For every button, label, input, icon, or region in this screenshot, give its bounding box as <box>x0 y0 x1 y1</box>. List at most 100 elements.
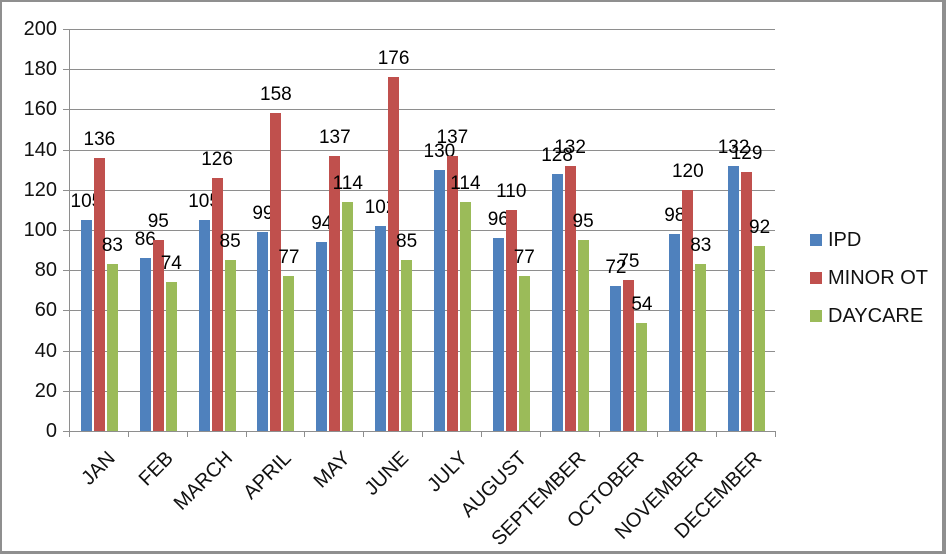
bar-daycare-june <box>401 260 413 431</box>
y-tick-200 <box>63 29 69 30</box>
y-tick-0 <box>63 431 69 432</box>
bar-daycare-march <box>224 260 236 431</box>
y-tick-140 <box>63 149 69 151</box>
y-tick-120 <box>63 189 69 191</box>
x-tick-9 <box>598 431 600 437</box>
bar-label-ipd-december: 132 <box>717 136 750 158</box>
x-axis-label-july: JULY <box>423 447 473 497</box>
y-axis-label-140: 140 <box>23 138 57 161</box>
bar-label-daycare-august: 77 <box>513 247 535 269</box>
bar-label-daycare-march: 85 <box>219 231 241 253</box>
x-axis-label-april: APRIL <box>239 447 296 504</box>
bar-minor-ot-march <box>211 177 223 431</box>
gridline-20 <box>69 390 775 392</box>
legend-item-ipd: IPD <box>810 229 928 251</box>
bar-daycare-jan <box>106 264 118 431</box>
bar-label-minor-ot-july: 137 <box>436 126 469 148</box>
bar-ipd-may <box>316 242 328 431</box>
bar-label-daycare-feb: 74 <box>160 253 182 275</box>
bar-label-minor-ot-november: 120 <box>671 160 704 182</box>
y-tick-180 <box>63 69 69 71</box>
y-axis-label-120: 120 <box>23 178 57 201</box>
y-axis-label-160: 160 <box>23 98 57 121</box>
x-axis-label-feb: FEB <box>134 447 179 491</box>
bar-minor-ot-july <box>446 155 458 431</box>
bar-ipd-september <box>551 173 563 431</box>
bar-daycare-feb <box>165 282 177 431</box>
bar-label-daycare-june: 85 <box>396 231 418 253</box>
x-axis-label-march: MARCH <box>169 447 237 515</box>
y-tick-20 <box>63 390 69 392</box>
legend-swatch-ipd <box>810 234 822 246</box>
gridline-200 <box>69 29 775 30</box>
bar-label-ipd-september: 128 <box>541 144 573 166</box>
y-axis-line <box>69 29 70 437</box>
bar-minor-ot-april <box>270 113 282 431</box>
bar-minor-ot-october <box>623 280 635 431</box>
bar-label-minor-ot-may: 137 <box>318 126 351 148</box>
bar-label-daycare-july: 114 <box>450 172 481 194</box>
bar-ipd-december <box>728 165 740 431</box>
x-tick-7 <box>480 431 482 437</box>
bar-label-minor-ot-october: 75 <box>618 251 640 273</box>
legend-label-daycare: DAYCARE <box>828 305 924 327</box>
bar-ipd-october <box>610 286 622 431</box>
y-axis-label-60: 60 <box>34 299 57 322</box>
x-axis-label-june: JUNE <box>360 447 414 500</box>
bar-label-minor-ot-august: 110 <box>496 180 527 202</box>
bar-label-minor-ot-april: 158 <box>260 84 292 106</box>
bar-label-minor-ot-june: 176 <box>377 48 410 70</box>
y-axis-label-20: 20 <box>34 379 57 402</box>
y-tick-100 <box>63 230 69 231</box>
x-tick-8 <box>539 431 541 437</box>
x-axis-label-may: MAY <box>309 447 355 493</box>
bar-minor-ot-may <box>329 155 341 431</box>
y-axis-label-0: 0 <box>45 420 57 442</box>
bar-ipd-april <box>257 232 269 431</box>
bar-label-daycare-december: 92 <box>749 217 771 239</box>
bar-label-minor-ot-march: 126 <box>201 148 233 170</box>
x-tick-5 <box>363 431 365 437</box>
gridline-100 <box>69 230 775 231</box>
bar-daycare-december <box>754 246 766 431</box>
bar-label-daycare-may: 114 <box>332 172 363 194</box>
bar-label-daycare-september: 95 <box>572 211 594 233</box>
bar-label-ipd-may: 94 <box>311 213 333 235</box>
bar-label-ipd-feb: 86 <box>134 229 156 251</box>
x-tick-10 <box>657 431 659 437</box>
y-tick-80 <box>63 270 69 272</box>
bar-label-minor-ot-feb: 95 <box>147 211 169 233</box>
bar-daycare-april <box>283 276 295 431</box>
bar-ipd-august <box>492 238 504 431</box>
y-tick-60 <box>63 310 69 312</box>
x-tick-4 <box>304 431 306 437</box>
bar-label-daycare-april: 77 <box>278 247 300 269</box>
legend-label-minor-ot: MINOR OT <box>828 267 928 289</box>
x-tick-11 <box>716 431 718 437</box>
bar-label-daycare-november: 83 <box>690 235 712 257</box>
bar-daycare-august <box>518 276 530 431</box>
bar-label-ipd-november: 98 <box>664 205 686 226</box>
bar-ipd-feb <box>139 258 151 431</box>
bar-label-daycare-jan: 83 <box>101 235 123 257</box>
gridline-120 <box>69 189 775 191</box>
gridline-60 <box>69 310 775 312</box>
bar-ipd-july <box>433 169 445 431</box>
bar-daycare-september <box>577 240 589 431</box>
y-tick-160 <box>63 109 69 111</box>
gridline-40 <box>69 350 775 352</box>
bar-daycare-november <box>695 264 707 431</box>
x-axis-label-jan: JAN <box>76 447 120 490</box>
bar-minor-ot-november <box>682 189 694 431</box>
y-axis-label-40: 40 <box>34 339 57 362</box>
bar-ipd-march <box>198 220 210 431</box>
bar-ipd-june <box>375 226 387 431</box>
y-tick-40 <box>63 350 69 352</box>
x-tick-12 <box>775 431 776 437</box>
bar-label-ipd-april: 99 <box>252 203 274 224</box>
bar-ipd-jan <box>80 220 92 431</box>
gridline-140 <box>69 149 775 151</box>
x-tick-6 <box>422 431 423 437</box>
y-axis-label-180: 180 <box>23 58 57 81</box>
